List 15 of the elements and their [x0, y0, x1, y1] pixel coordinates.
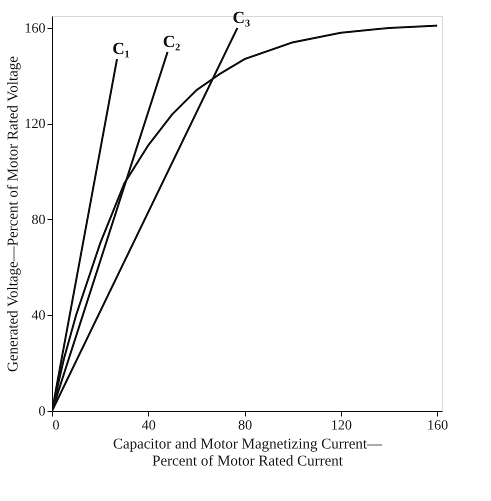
x-tick-label: 0 — [52, 418, 60, 434]
series-label: C₂ — [162, 32, 180, 51]
y-tick-label: 160 — [24, 21, 46, 36]
x-tick-label: 40 — [142, 418, 156, 434]
y-tick-label: 0 — [38, 404, 46, 420]
y-axis-title: Generated Voltage—Percent of Motor Rated Voltage — [6, 56, 22, 372]
series-label: C₃ — [232, 8, 250, 27]
x-tick-label: 120 — [330, 418, 352, 434]
x-axis-title: Capacitor and Motor Magnetizing Current— Percent of Motor Rated Current — [112, 436, 384, 470]
x-tick-label: 160 — [427, 418, 448, 434]
x-tick-label: 80 — [238, 418, 252, 434]
series-label: C₁ — [112, 39, 130, 58]
y-tick-label: 40 — [32, 308, 46, 324]
y-tick-label: 120 — [24, 117, 46, 132]
y-tick-label: 80 — [32, 212, 46, 228]
